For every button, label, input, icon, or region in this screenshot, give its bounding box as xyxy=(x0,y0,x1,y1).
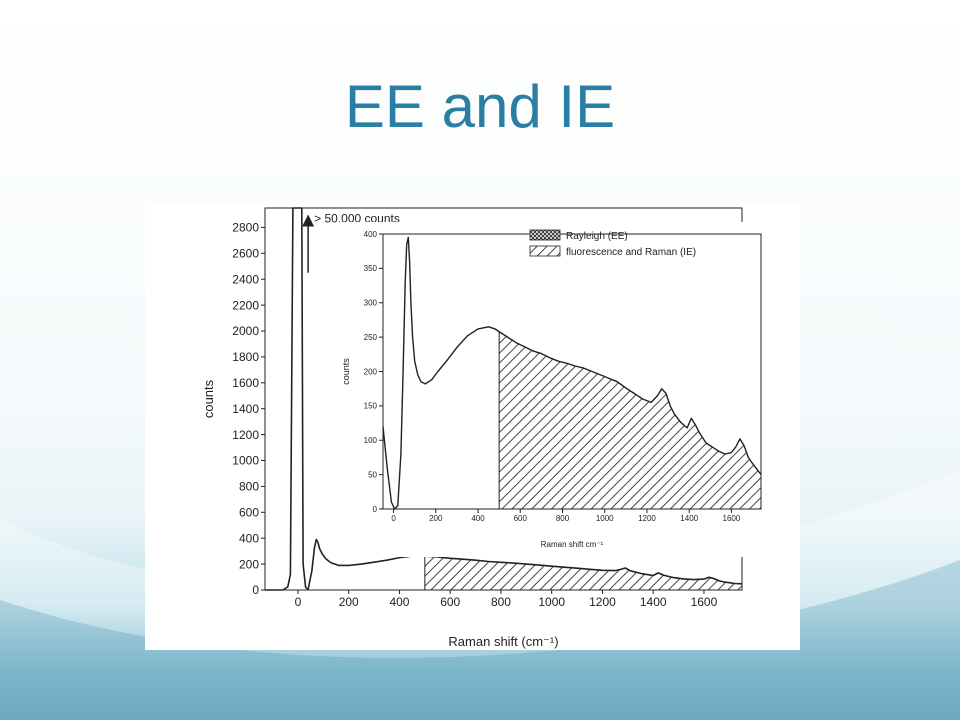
inset-x-tick-label: 200 xyxy=(429,514,443,523)
inset-series-line xyxy=(382,236,762,510)
raman-chart: 0 200 400 600 800 1000 1200 1400 160002004006008… xyxy=(201,207,777,649)
inset-y-tick-label: 150 xyxy=(364,402,378,411)
main-y-tick-label: 1200 xyxy=(232,428,259,442)
main-y-tick-label: 800 xyxy=(239,480,259,494)
inset-y-tick-label: 300 xyxy=(364,299,378,308)
inset-chart: 0 200 400 600 800 1000 1200 1400 1600 0 50 100 150 20… xyxy=(337,222,777,557)
main-y-tick-label: 1000 xyxy=(232,454,259,468)
main-y-tick-label: 0 xyxy=(252,583,259,597)
legend-swatch-1 xyxy=(529,229,561,241)
legend-swatch-2 xyxy=(529,245,561,257)
main-y-tick-label: 400 xyxy=(239,531,259,545)
slide-title: EE and IE xyxy=(344,73,616,140)
main-y-tick-label: 200 xyxy=(239,557,259,571)
main-x-axis-label: Raman shift (cm⁻¹) xyxy=(448,634,558,649)
main-y-axis-label: counts xyxy=(201,379,216,418)
inset-y-tick-label: 0 xyxy=(373,505,378,514)
main-y-tick-label: 2400 xyxy=(232,272,259,286)
main-annotation: > 50,000 counts xyxy=(314,211,400,225)
main-y-tick-label: 2600 xyxy=(232,247,259,261)
inset-x-tick-label: 800 xyxy=(556,514,570,523)
raman-figure: 0 200 400 600 800 1000 1200 1400 1600 0 200 400 600 8… xyxy=(145,202,800,650)
main-y-tick-label: 2200 xyxy=(232,298,259,312)
main-y-tick-label: 1400 xyxy=(232,402,259,416)
main-x-tick-label: 0 xyxy=(295,595,302,609)
main-x-tick-label: 600 xyxy=(440,595,460,609)
inset-ie-area xyxy=(499,331,761,509)
legend-label-1: Rayleigh (EE) xyxy=(566,231,628,242)
inset-y-tick-label: 400 xyxy=(364,230,378,239)
main-ie-area xyxy=(424,556,742,590)
inset-y-tick-label: 200 xyxy=(364,367,378,376)
main-x-tick-label: 1200 xyxy=(589,595,616,609)
main-x-tick-label: 1000 xyxy=(538,595,565,609)
main-y-tick-label: 600 xyxy=(239,506,259,520)
main-x-tick-label: 200 xyxy=(339,595,359,609)
inset-x-axis-label: Raman shift cm⁻¹ xyxy=(541,540,604,549)
inset-x-tick-label: 1600 xyxy=(723,514,741,523)
inset-x-tick-label: 1200 xyxy=(638,514,656,523)
inset-y-tick-label: 100 xyxy=(364,436,378,445)
inset-x-tick-label: 400 xyxy=(471,514,485,523)
main-x-tick-label: 400 xyxy=(389,595,409,609)
main-y-tick-label: 1600 xyxy=(232,376,259,390)
inset-y-tick-label: 250 xyxy=(364,333,378,342)
inset-x-tick-label: 1400 xyxy=(680,514,698,523)
legend-label-2: fluorescence and Raman (IE) xyxy=(566,247,696,258)
inset-y-tick-label: 50 xyxy=(368,470,377,479)
inset-x-tick-label: 1000 xyxy=(596,514,614,523)
inset-y-tick-label: 350 xyxy=(364,264,378,273)
main-x-tick-label: 800 xyxy=(491,595,511,609)
main-y-tick-label: 1800 xyxy=(232,350,259,364)
main-x-tick-label: 1600 xyxy=(691,595,718,609)
main-y-tick-label: 2800 xyxy=(232,221,259,235)
main-y-tick-label: 2000 xyxy=(232,324,259,338)
main-x-tick-label: 1400 xyxy=(640,595,667,609)
inset-x-tick-label: 0 xyxy=(391,514,396,523)
inset-x-tick-label: 600 xyxy=(514,514,528,523)
inset-y-axis-label: counts xyxy=(341,358,351,385)
